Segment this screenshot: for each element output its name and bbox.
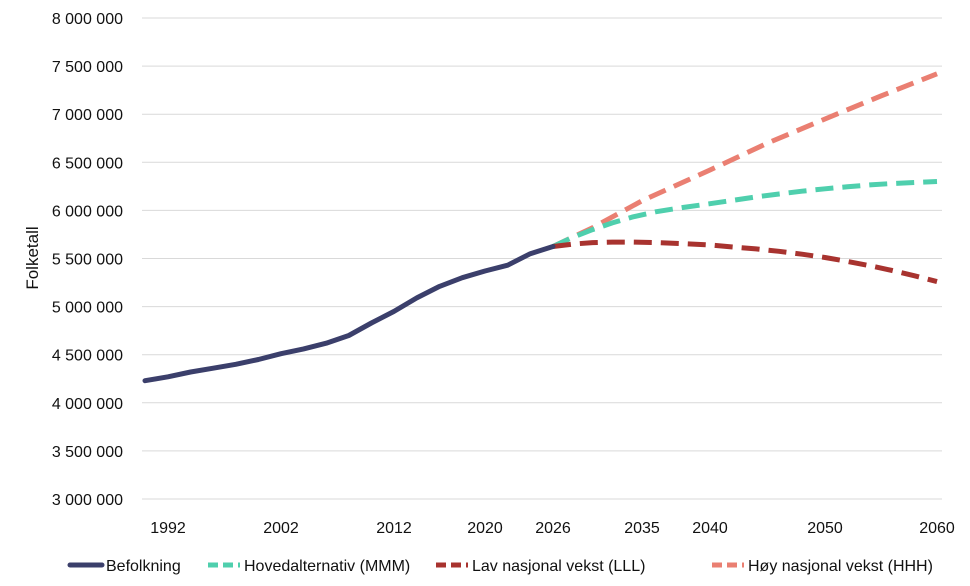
x-tick-label: 2026: [535, 520, 571, 537]
y-tick-label: 7 000 000: [52, 107, 123, 124]
series-line-hovedalternativ-mmm: [551, 179, 938, 249]
x-tick-label: 2040: [692, 520, 728, 537]
legend-label: Lav nasjonal vekst (LLL): [472, 558, 645, 575]
y-tick-label: 5 500 000: [52, 252, 123, 269]
y-axis-title: Folketall: [23, 226, 42, 289]
y-tick-label: 7 500 000: [52, 59, 123, 76]
gridlines: [142, 17, 942, 500]
y-tick-label: 4 000 000: [52, 396, 123, 413]
x-tick-label: 2060: [919, 520, 955, 537]
series-line-h-y-nasjonal-vekst-hhh: [551, 71, 938, 249]
x-tick-label: 2020: [467, 520, 503, 537]
x-tick-label: 2012: [376, 520, 412, 537]
y-tick-label: 6 500 000: [52, 155, 123, 172]
series-lines: [142, 71, 938, 384]
y-tick-labels: 3 000 000 3 500 000 4 000 000 4 500 000 5 00…: [52, 11, 123, 509]
y-tick-label: 3 000 000: [52, 492, 123, 509]
series-line-lav-nasjonal-vekst-lll: [552, 239, 938, 285]
x-tick-label: 2050: [807, 520, 843, 537]
x-tick-labels: 1992 2002 2012 2020 2026 2035 2040 2050 2060: [150, 520, 955, 537]
x-tick-label: 2035: [624, 520, 660, 537]
legend-label: Hovedalternativ (MMM): [244, 558, 410, 575]
y-tick-label: 5 000 000: [52, 300, 123, 317]
legend-label: Høy nasjonal vekst (HHH): [748, 558, 933, 575]
legend-label: Befolkning: [106, 558, 181, 575]
y-tick-label: 6 000 000: [52, 203, 123, 220]
y-tick-label: 8 000 000: [52, 11, 123, 28]
series-line-befolkning: [142, 244, 556, 384]
y-tick-label: 3 500 000: [52, 444, 123, 461]
x-tick-label: 2002: [263, 520, 299, 537]
legend: Befolkning Hovedalternativ (MMM) Lav nasjo…: [67, 558, 933, 575]
y-tick-label: 4 500 000: [52, 348, 123, 365]
x-tick-label: 1992: [150, 520, 186, 537]
